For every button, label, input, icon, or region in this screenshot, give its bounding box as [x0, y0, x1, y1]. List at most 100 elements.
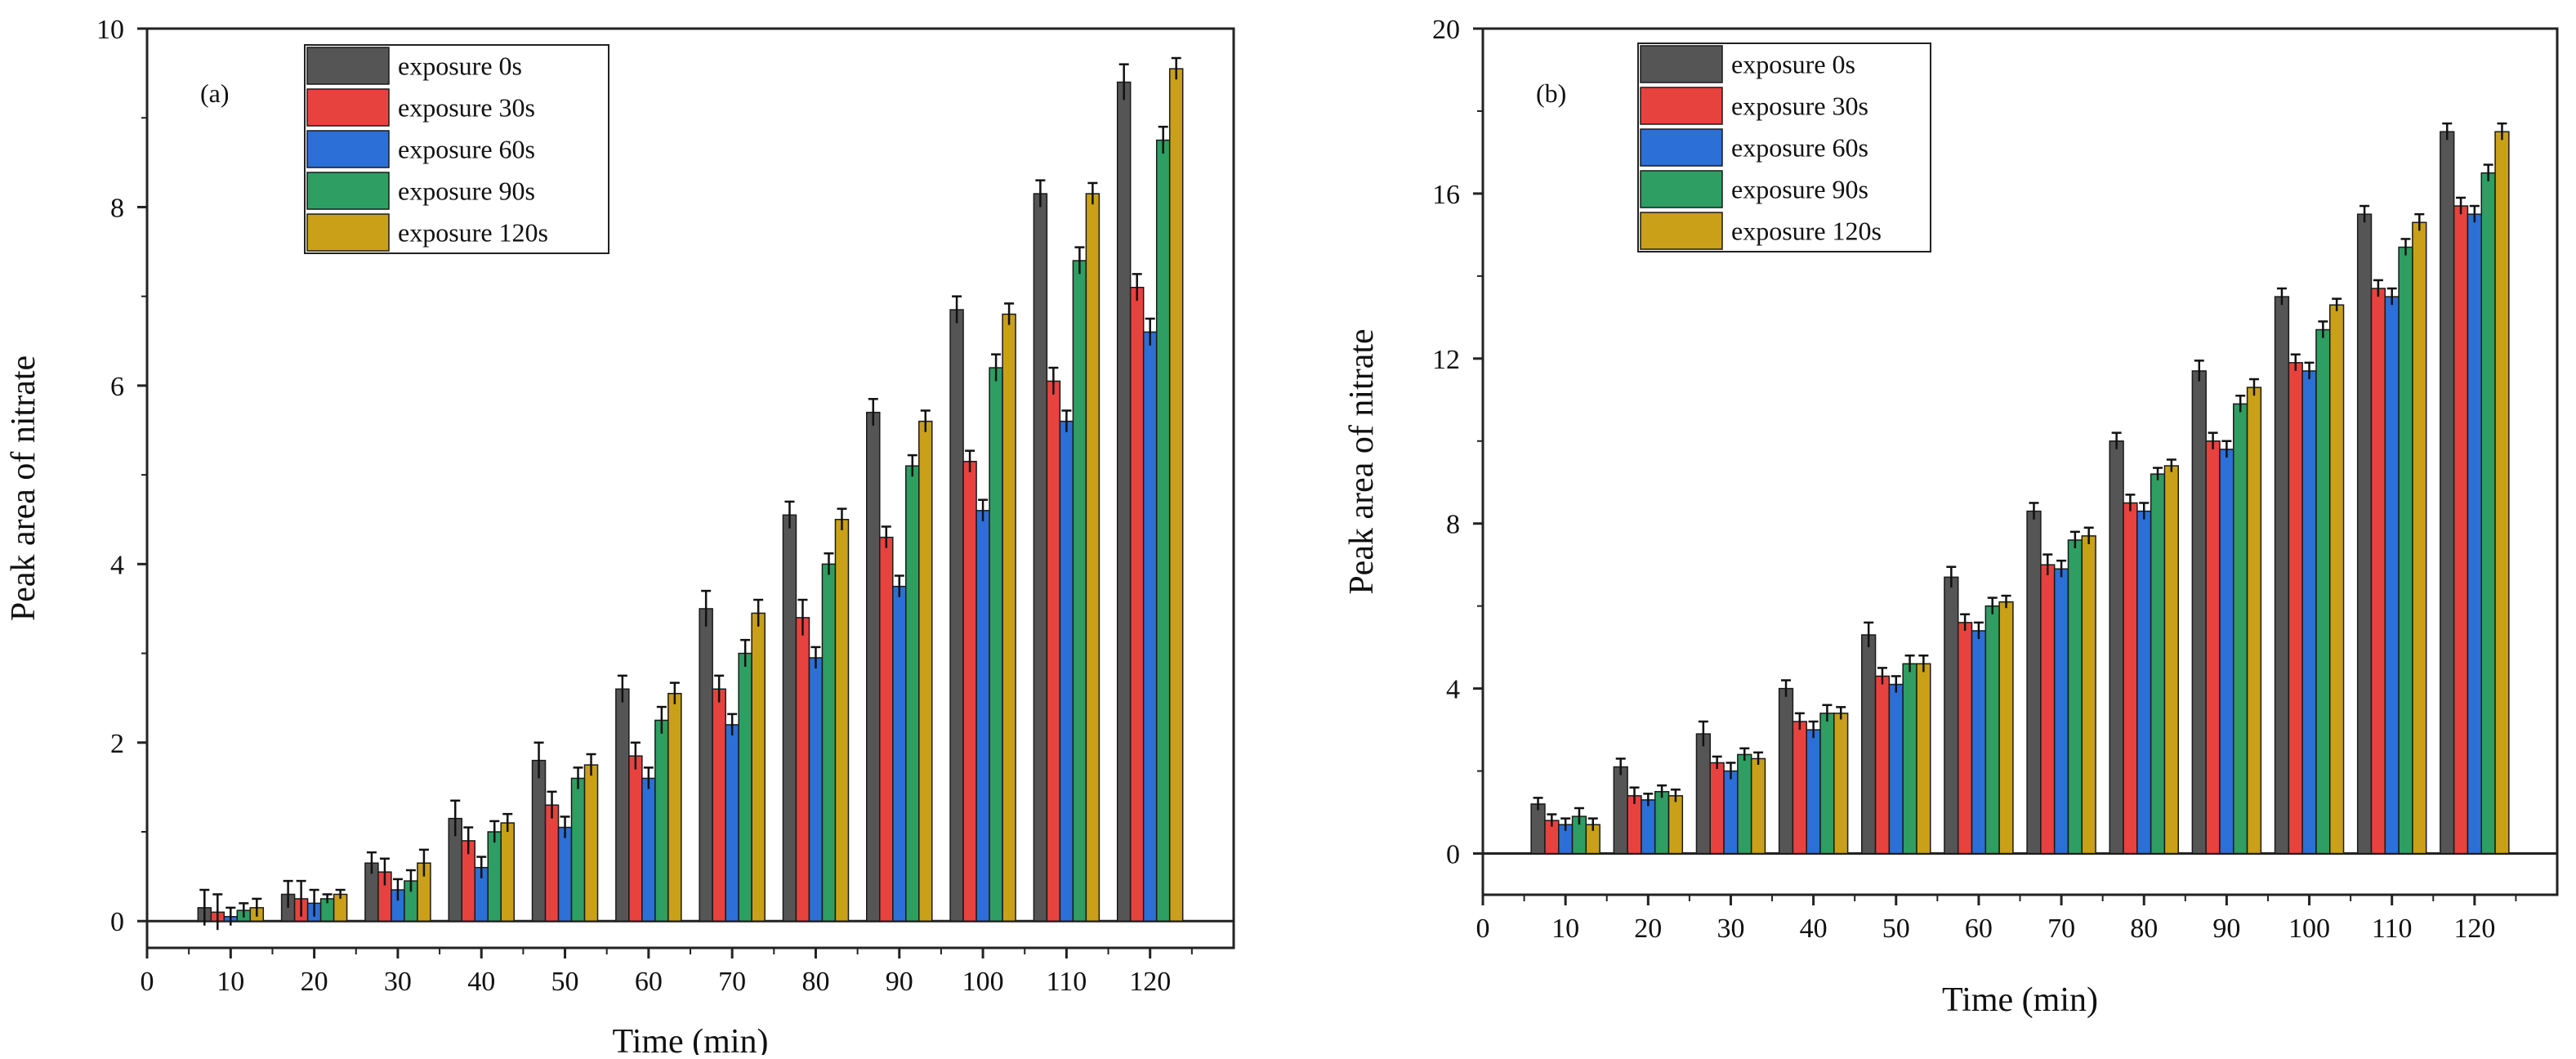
bar: [667, 692, 682, 922]
bar: [1902, 663, 1917, 855]
bar: [1641, 799, 1656, 855]
bar: [1944, 576, 1959, 855]
legend-swatch: [306, 88, 390, 127]
bar: [2356, 213, 2373, 855]
x-axis-title: Time (min): [613, 1023, 769, 1055]
x-tick-label: 40: [467, 967, 495, 997]
bar: [2398, 246, 2413, 855]
legend-label: exposure 60s: [1731, 133, 1868, 163]
bar: [2026, 510, 2042, 855]
legend-swatch: [1640, 87, 1723, 125]
bar: [1750, 757, 1766, 855]
bar: [808, 657, 824, 922]
x-tick-label: 50: [1882, 914, 1910, 944]
x-tick-label: 70: [2047, 914, 2075, 944]
bar: [725, 724, 739, 922]
y-tick-label: 2: [110, 729, 124, 759]
x-tick-label: 10: [217, 967, 244, 997]
bar: [570, 777, 586, 922]
x-tick-label: 30: [1717, 914, 1744, 944]
bar: [1957, 622, 1973, 855]
x-tick-label: 90: [886, 967, 913, 997]
bar: [712, 688, 726, 922]
x-tick-label: 0: [141, 967, 154, 997]
x-tick-label: 80: [2130, 914, 2158, 944]
bar: [892, 585, 907, 922]
bar: [1792, 721, 1807, 855]
legend-label: exposure 120s: [1731, 217, 1882, 246]
bar: [918, 420, 933, 922]
bar: [1888, 683, 1904, 855]
bar: [2163, 465, 2179, 855]
bar: [1002, 313, 1016, 922]
bar: [2136, 510, 2152, 855]
bar: [2384, 296, 2400, 855]
bar: [1085, 193, 1100, 922]
x-tick-label: 100: [2288, 914, 2330, 944]
bar: [2246, 387, 2262, 855]
bar: [2494, 131, 2510, 855]
bar: [2412, 221, 2427, 855]
y-tick-label: 12: [1432, 345, 1460, 375]
bar: [738, 652, 752, 922]
bar: [531, 759, 547, 922]
y-tick-label: 6: [110, 372, 124, 402]
x-tick-label: 110: [2372, 914, 2413, 944]
bar: [1709, 762, 1725, 855]
legend-label: exposure 90s: [398, 176, 535, 206]
legend-label: exposure 0s: [1731, 50, 1855, 79]
bar: [2081, 535, 2096, 855]
x-tick-label: 120: [1129, 967, 1171, 997]
panel-label: (b): [1536, 78, 1566, 108]
legend-swatch: [306, 130, 390, 168]
bar: [2440, 131, 2455, 855]
bar: [2467, 213, 2482, 855]
bar: [1874, 675, 1891, 855]
bar: [2219, 449, 2234, 855]
bar: [2205, 440, 2221, 855]
bar: [615, 688, 630, 922]
bar: [751, 612, 766, 922]
y-tick-label: 4: [1446, 675, 1460, 705]
x-tick-label: 90: [2212, 914, 2240, 944]
legend-swatch: [1640, 212, 1723, 250]
bar: [628, 755, 643, 922]
bar: [2233, 403, 2248, 855]
x-tick-label: 110: [1047, 967, 1087, 997]
x-tick-label: 10: [1551, 914, 1579, 944]
bar: [834, 518, 850, 922]
y-tick-label: 4: [110, 550, 124, 580]
legend: exposure 0s exposure 30s exposure 60s expos…: [304, 44, 609, 254]
bar: [1916, 663, 1931, 855]
bar: [2123, 502, 2138, 855]
bar: [2453, 205, 2469, 855]
bar: [2370, 288, 2386, 855]
panel-label: (a): [200, 78, 230, 108]
legend-label: exposure 90s: [1731, 175, 1868, 204]
bar: [989, 367, 1003, 922]
x-axis-title: Time (min): [1942, 981, 2098, 1019]
bar: [641, 777, 656, 922]
bar: [1116, 81, 1132, 922]
y-tick-label: 8: [110, 193, 124, 223]
bar: [1142, 331, 1158, 922]
bar: [544, 804, 560, 922]
y-tick-label: 20: [1432, 15, 1460, 45]
legend-label: exposure 0s: [398, 51, 522, 81]
bar: [975, 510, 990, 922]
legend-label: exposure 60s: [398, 135, 535, 164]
bar: [1737, 753, 1752, 855]
x-tick-label: 70: [718, 967, 746, 997]
x-tick-label: 120: [2453, 914, 2495, 944]
chart-panel-b: 0 4 8 12 16 20 0 10 20 30 40 50 60 70 80 90 100 110 120 Tim…: [1343, 15, 2559, 1019]
legend-swatch: [1640, 128, 1723, 167]
x-tick-label: 60: [1965, 914, 1993, 944]
bar: [1155, 139, 1171, 922]
bar: [2274, 296, 2290, 855]
bar: [583, 764, 599, 922]
bar: [1667, 795, 1684, 855]
bar: [1627, 795, 1642, 855]
